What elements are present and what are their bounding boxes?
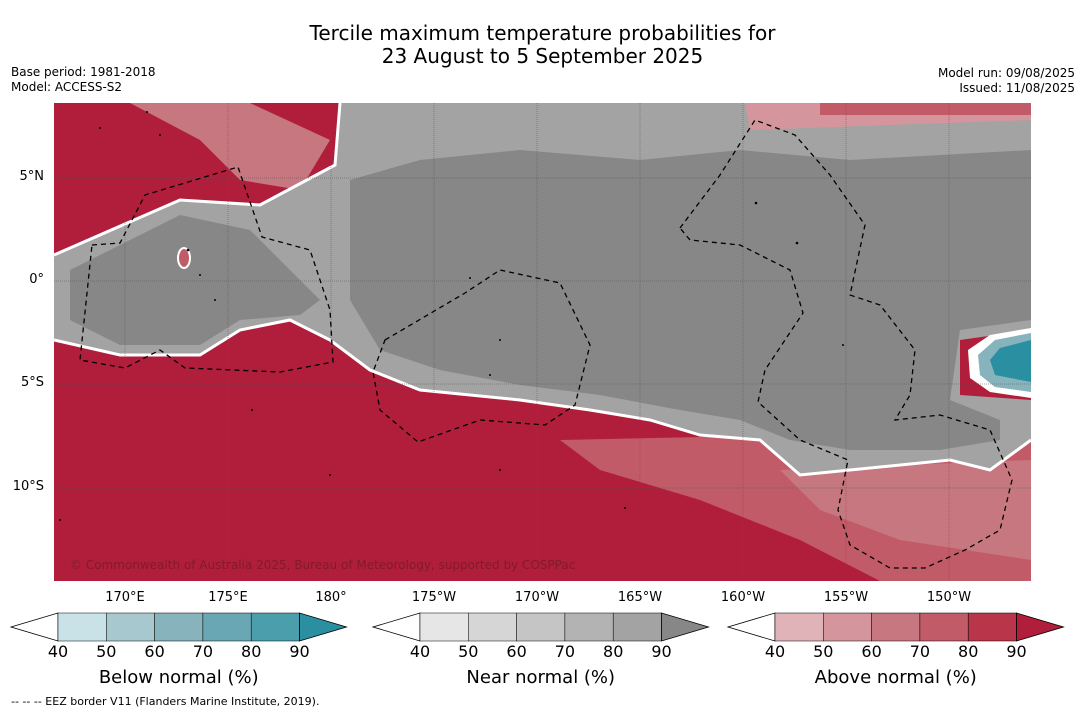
lat-label: 0° [29, 272, 44, 287]
colorbar-max-extend [1016, 612, 1065, 642]
colorbar-segment [154, 612, 204, 642]
above-normal-islet-blob [177, 247, 191, 269]
colorbar-tick-label: 60 [506, 642, 527, 661]
colorbar-max-extend [299, 612, 348, 642]
colorbar-tick-label: 90 [1006, 642, 1027, 661]
map-title: Tercile maximum temperature probabilitie… [0, 22, 1085, 68]
eez-borders [79, 119, 1013, 569]
copyright-notice: © Commonwealth of Australia 2025, Bureau… [70, 558, 576, 572]
colorbar-tick-label: 50 [458, 642, 479, 661]
colorbar-segment [250, 612, 300, 642]
above-normal-northwest [54, 103, 330, 260]
colorbar-segment [823, 612, 872, 642]
colorbar-tick-label: 70 [909, 642, 931, 661]
colorbar-tick-label: 50 [813, 642, 834, 661]
south-boundary-line [54, 318, 1031, 477]
colorbar-segment [468, 612, 517, 642]
colorbar-tick-label: 90 [651, 642, 672, 661]
colorbar-segment [106, 612, 155, 642]
colorbar-segment [516, 612, 566, 642]
lon-label: 170°W [514, 590, 560, 605]
eez-line-islands [679, 119, 1013, 569]
colorbar-tick-label: 50 [96, 642, 117, 661]
colorbar-title: Above normal (%) [814, 667, 977, 688]
lon-label: 170°E [105, 590, 145, 605]
colorbar-segment [871, 612, 921, 642]
colorbar-segment [967, 612, 1017, 642]
lat-label: 5°N [19, 169, 45, 184]
lat-label: 10°S [12, 479, 44, 494]
eez-tuvalu-kiribati [79, 166, 334, 373]
atoll-markers [59, 111, 844, 521]
model-run: Model run: 09/08/2025 [937, 66, 1075, 80]
colorbar-segment [564, 612, 614, 642]
colorbar-tick-label: 60 [861, 642, 882, 661]
colorbar-title: Below normal (%) [98, 667, 259, 688]
colorbar-min-extend [9, 612, 59, 642]
lat-label: 5°S [20, 375, 44, 390]
above-normal-northwest-light [130, 103, 330, 190]
colorbar-tick-label: 70 [192, 642, 214, 661]
colorbar-title: Near normal (%) [466, 667, 616, 688]
lon-label: 155°W [823, 590, 869, 605]
colorbar-segment [57, 612, 107, 642]
map-fields [54, 103, 1031, 581]
title-line-1: Tercile maximum temperature probabilitie… [309, 21, 776, 45]
colorbar-tick-label: 80 [603, 642, 624, 661]
lon-label: 180° [315, 590, 347, 605]
colorbar-tick-label: 70 [554, 642, 576, 661]
colorbar-tick-label: 90 [289, 642, 310, 661]
colorbar-segment [774, 612, 824, 642]
near-normal-90-central [350, 150, 1031, 450]
base-period: Base period: 1981-2018 [11, 65, 156, 79]
lon-label: 165°W [617, 590, 663, 605]
eez-footnote: -- -- -- EEZ border V11 (Flanders Marine… [11, 695, 320, 708]
meta-right: Model run: 09/08/2025 Issued: 11/08/2025 [938, 66, 1075, 96]
lon-label: 175°W [411, 590, 457, 605]
colorbar-min-extend [726, 612, 776, 642]
colorbar-min-extend [371, 612, 421, 642]
colorbars [9, 612, 1065, 642]
colorbar-segment [919, 612, 969, 642]
above-normal-north-strip [820, 103, 1031, 115]
north-boundary-line [54, 103, 342, 257]
colorbar-tick-label: 80 [958, 642, 979, 661]
below-normal-core [990, 340, 1031, 382]
issued-date: Issued: 11/08/2025 [959, 81, 1075, 95]
near-normal-90-west [70, 215, 320, 345]
colorbar-segment [419, 612, 469, 642]
meta-left: Base period: 1981-2018 Model: ACCESS-S2 [11, 65, 156, 95]
colorbar-tick-label: 40 [409, 642, 431, 661]
title-line-2: 23 August to 5 September 2025 [381, 44, 704, 68]
colorbar-tick-label: 60 [144, 642, 165, 661]
colorbar-segment [202, 612, 252, 642]
gridlines [54, 103, 1031, 581]
colorbar-tick-label: 40 [764, 642, 786, 661]
lon-label: 175°E [208, 590, 248, 605]
colorbar-max-extend [661, 612, 710, 642]
lon-label: 160°W [720, 590, 766, 605]
eez-tokelau [372, 269, 591, 443]
model-name: Model: ACCESS-S2 [11, 80, 123, 94]
colorbar-tick-label: 40 [47, 642, 69, 661]
colorbar-segment [612, 612, 662, 642]
colorbar-tick-label: 80 [241, 642, 262, 661]
lon-label: 150°W [926, 590, 972, 605]
